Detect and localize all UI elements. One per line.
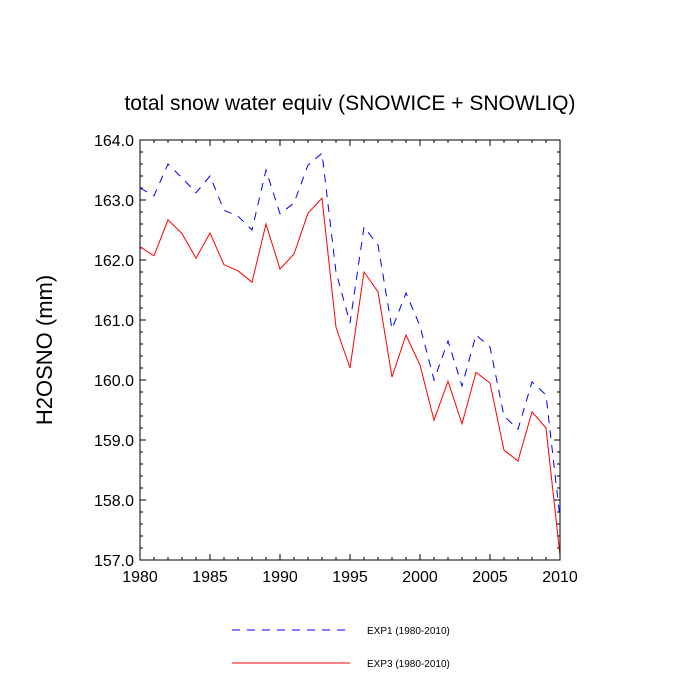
y-tick-label: 157.0 <box>94 553 134 570</box>
y-tick-label: 162.0 <box>94 253 134 270</box>
x-tick-label: 1995 <box>332 569 368 586</box>
legend-label-1: EXP1 (1980-2010) <box>367 626 450 637</box>
series-line-1 <box>139 152 561 519</box>
series-lines <box>139 152 561 556</box>
x-tick-label: 2000 <box>402 569 438 586</box>
x-tick-label: 2010 <box>542 569 578 586</box>
y-tick-label: 161.0 <box>94 313 134 330</box>
x-tick-label: 1980 <box>122 569 158 586</box>
y-tick-label: 160.0 <box>94 373 134 390</box>
axis-ticks <box>139 139 561 561</box>
legend: EXP1 (1980-2010) EXP3 (1980-2010) <box>232 626 450 670</box>
chart-title: total snow water equiv (SNOWICE + SNOWLI… <box>124 92 575 115</box>
series-line-2 <box>139 197 561 556</box>
axis-tick-labels: 1980 1985 1990 1995 2000 2005 2010 157.0 158.0 15… <box>94 133 578 586</box>
y-tick-label: 158.0 <box>94 493 134 510</box>
plot-frame <box>139 139 561 561</box>
y-tick-label: 164.0 <box>94 133 134 150</box>
x-tick-label: 2005 <box>472 569 508 586</box>
y-tick-label: 159.0 <box>94 433 134 450</box>
y-axis-label: H2OSNO (mm) <box>32 275 57 425</box>
legend-label-2: EXP3 (1980-2010) <box>367 659 450 670</box>
x-tick-label: 1985 <box>192 569 228 586</box>
y-tick-label: 163.0 <box>94 193 134 210</box>
x-tick-label: 1990 <box>262 569 298 586</box>
